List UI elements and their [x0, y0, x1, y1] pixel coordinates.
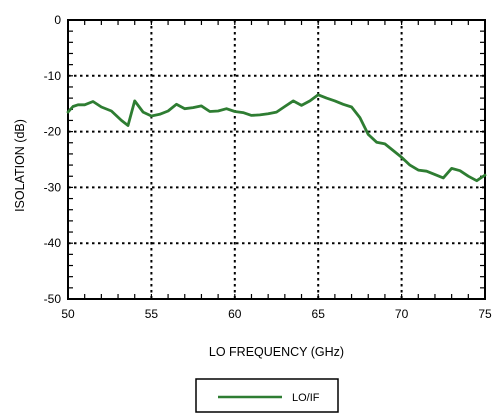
- x-tick-label-50: 50: [61, 307, 75, 321]
- y-tick-label-neg50: -50: [44, 292, 62, 306]
- y-tick-label-0: 0: [54, 13, 61, 27]
- y-tick-label-neg10: -10: [44, 69, 62, 83]
- y-tick-label-neg20: -20: [44, 125, 62, 139]
- series-line-lo-if: [66, 93, 487, 183]
- minor-ticks: [67, 19, 486, 300]
- x-axis-title: LO FREQUENCY (GHz): [209, 345, 344, 359]
- y-tick-label-neg30: -30: [44, 180, 62, 194]
- x-tick-label-60: 60: [228, 307, 242, 321]
- series-layer: [66, 93, 487, 183]
- y-axis-title: ISOLATION (dB): [13, 119, 27, 212]
- y-tick-label-neg40: -40: [44, 236, 62, 250]
- legend-box: [195, 378, 339, 413]
- legend-label-lo-if: LO/IF: [292, 392, 320, 404]
- x-tick-label-65: 65: [312, 307, 326, 321]
- grid-lines: [68, 20, 485, 299]
- x-tick-label-55: 55: [145, 307, 159, 321]
- legend: LO/IF: [195, 378, 339, 413]
- x-tick-label-75: 75: [478, 307, 492, 321]
- tick-labels: 50 55 60 65 70 75 0 -10 -20 -30 -40 -50: [44, 13, 492, 321]
- plot-frame: [67, 19, 486, 300]
- x-tick-label-70: 70: [395, 307, 409, 321]
